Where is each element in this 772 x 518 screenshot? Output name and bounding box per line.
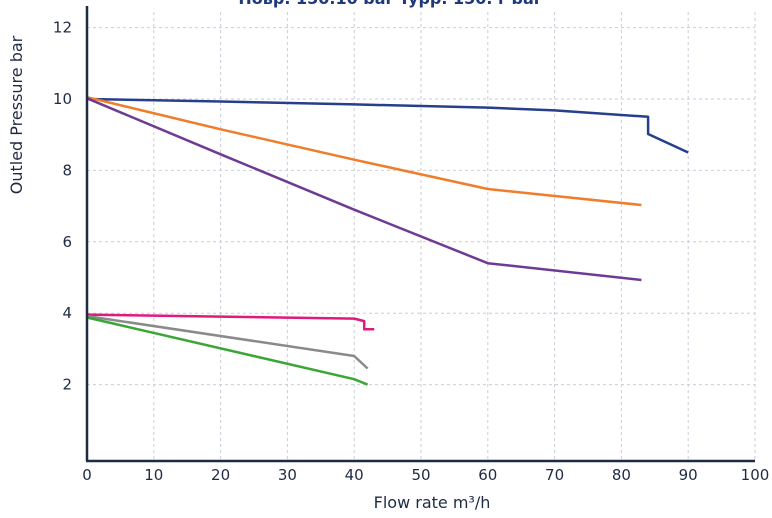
series-line-3 [86,97,642,282]
x-tick-label: 90 [679,466,698,484]
x-tick-label: 100 [741,466,770,484]
series-line-5 [86,314,369,370]
y-tick-label: 2 [62,376,72,394]
y-tick-label: 4 [62,304,72,322]
y-tick-label: 8 [62,161,72,179]
x-tick-label: 30 [278,466,297,484]
x-tick-label: 80 [612,466,631,484]
series-line-6 [86,316,369,386]
y-tick-label: 10 [53,90,72,108]
x-tick-label: 60 [478,466,497,484]
axes [85,6,755,463]
series-line-2 [86,95,642,207]
y-tick-label: 6 [62,233,72,251]
x-tick-label: 0 [82,466,92,484]
x-tick-label: 10 [144,466,163,484]
series-line-4 [86,313,375,331]
x-axis-label: Flow rate m³/h [374,493,491,512]
series-lines [86,95,689,386]
x-tick-labels: 0 10 20 30 40 50 60 70 80 90 100 [82,466,769,484]
y-tick-labels: 2 4 6 8 10 12 [53,19,72,394]
x-tick-label: 50 [411,466,430,484]
chart-title: Новр. 150.10 bar Typp. 150. r bar [238,0,541,8]
x-tick-label: 20 [211,466,230,484]
y-axis-label: Outled Pressure bar [7,35,26,194]
x-tick-label: 40 [345,466,364,484]
x-tick-label: 70 [545,466,564,484]
y-tick-label: 12 [53,19,72,37]
series-line-1 [86,97,689,154]
